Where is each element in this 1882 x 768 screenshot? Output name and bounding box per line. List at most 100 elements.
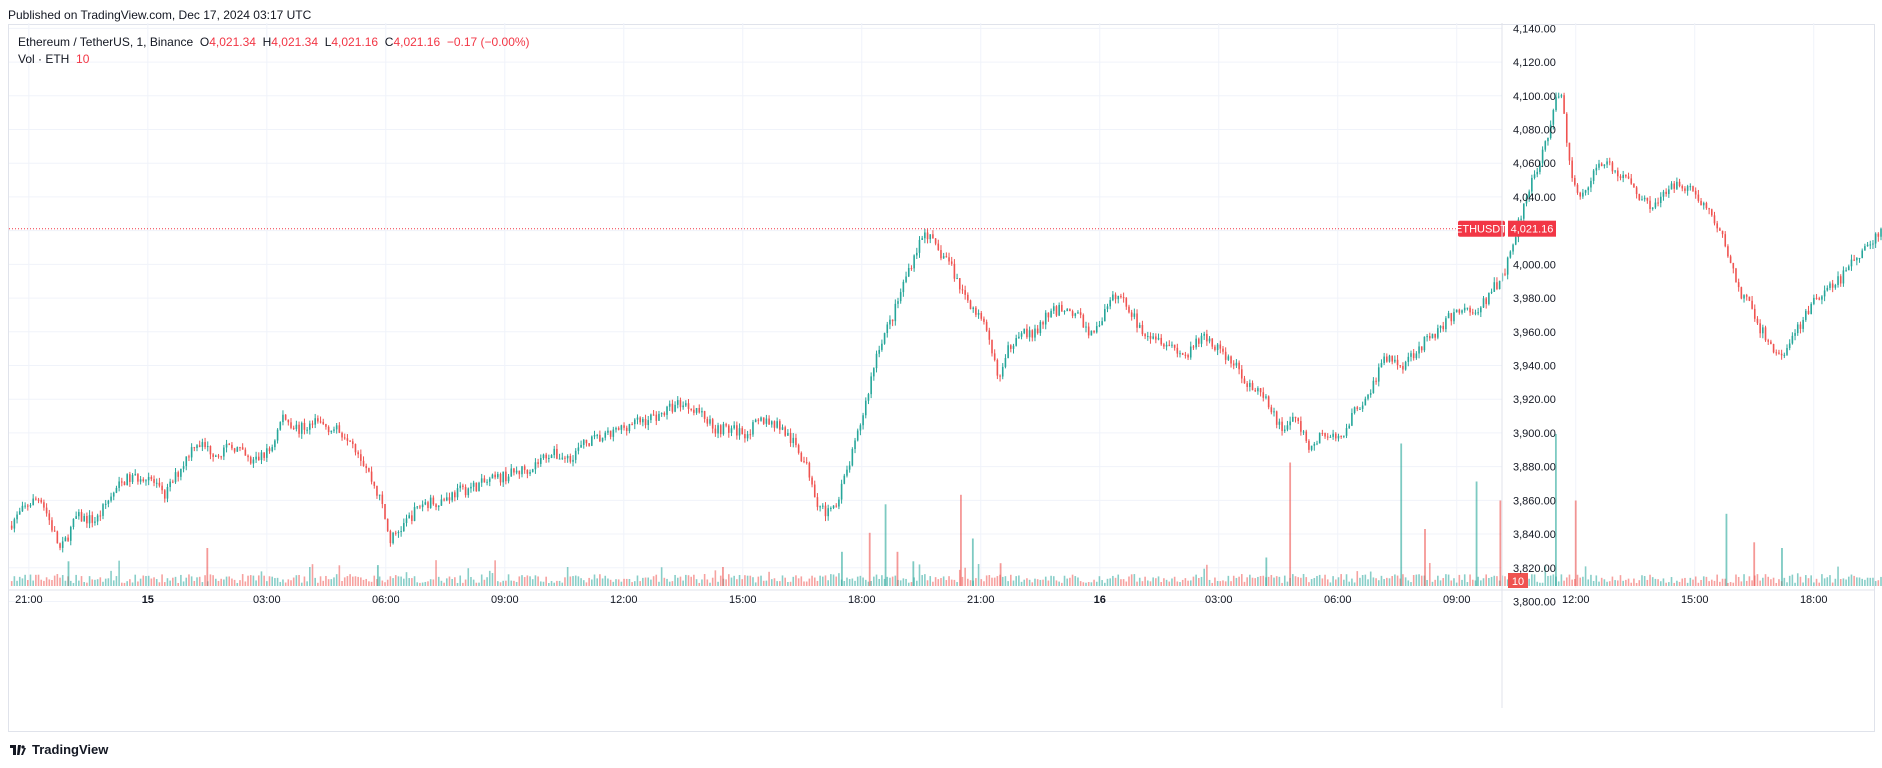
candle-body	[1622, 174, 1624, 178]
volume-bar	[1206, 564, 1208, 586]
candle-body	[695, 407, 698, 413]
volume-bar	[945, 580, 948, 586]
volume-bar	[1732, 582, 1735, 586]
volume-bar	[499, 582, 502, 586]
volume-bar	[1590, 574, 1592, 586]
volume-bar	[1743, 574, 1745, 586]
volume-bar	[1796, 573, 1799, 586]
candle-body	[1034, 328, 1036, 338]
volume-bar	[1050, 575, 1052, 586]
volume-bar	[765, 580, 768, 586]
volume-bar	[569, 576, 572, 586]
volume-bar	[1109, 578, 1111, 586]
candle-body	[631, 424, 633, 426]
tradingview-logo[interactable]: TradingView	[10, 742, 108, 757]
candle-body	[166, 487, 169, 499]
volume-bar	[1101, 580, 1103, 586]
candle-body	[897, 301, 899, 304]
volume-bar	[341, 581, 343, 586]
volume-bar	[676, 577, 679, 586]
candle-body	[1187, 354, 1189, 358]
volume-bar	[1711, 579, 1713, 586]
candle-body	[311, 423, 314, 425]
candle-body	[891, 319, 894, 322]
y-tick-label: 3,900.00	[1513, 428, 1556, 440]
volume-bar	[711, 577, 714, 586]
volume-bar	[1557, 581, 1560, 586]
candle-body	[1649, 200, 1651, 209]
candle-body	[1351, 413, 1353, 426]
volume-bar	[1149, 581, 1152, 586]
volume-bar	[1375, 578, 1377, 586]
chart-frame[interactable]	[8, 24, 1875, 732]
volume-bar	[1474, 580, 1477, 586]
candle-body	[824, 505, 827, 517]
candle-body	[1104, 309, 1106, 322]
candle-body	[1493, 282, 1496, 292]
candle-body	[1756, 318, 1759, 324]
volume-bar	[1697, 582, 1700, 586]
volume-bar	[429, 579, 432, 586]
volume-bar	[593, 574, 596, 586]
volume-label[interactable]: Vol · ETH	[18, 52, 70, 66]
volume-bar	[1001, 576, 1004, 586]
candle-body	[1171, 344, 1173, 346]
candle-body	[21, 505, 24, 512]
candle-body	[1294, 416, 1297, 419]
symbol-name[interactable]: Ethereum / TetherUS, 1, Binance	[18, 35, 194, 49]
candle-body	[13, 519, 16, 529]
volume-bar	[271, 576, 274, 586]
candle-body	[403, 523, 405, 532]
candle-body	[1721, 230, 1724, 235]
volume-bar	[1625, 579, 1627, 586]
high-value: 4,021.34	[271, 35, 319, 49]
candle-body	[502, 471, 504, 483]
candle-body	[1181, 353, 1184, 355]
candle-body	[53, 530, 56, 532]
candle-body	[625, 427, 628, 431]
volume-bar	[1437, 575, 1439, 586]
volume-bar	[1445, 574, 1447, 586]
candle-body	[950, 261, 953, 264]
candle-body	[1732, 262, 1735, 269]
candle-body	[1759, 323, 1761, 334]
volume-bar	[327, 579, 330, 586]
candle-body	[623, 425, 625, 428]
candle-body	[916, 252, 918, 256]
candle-body	[926, 232, 929, 240]
volume-bar	[929, 576, 932, 586]
chart-grid	[9, 23, 1815, 602]
candle-body	[48, 513, 51, 521]
volume-bar	[454, 577, 456, 586]
volume-bar	[1834, 578, 1837, 586]
candle-body	[607, 430, 609, 433]
candle-body	[1082, 314, 1085, 328]
candle-body	[676, 400, 679, 405]
candle-body	[609, 430, 612, 437]
candle-body	[153, 479, 155, 483]
volume-bar	[37, 574, 40, 586]
candle-body	[389, 530, 392, 544]
price-axis: 4,140.00 4,120.00 4,100.00 4,080.00 4,060.00…	[1501, 23, 1556, 708]
candle-body	[1259, 388, 1262, 393]
volume-bar	[1643, 576, 1646, 586]
volume-bar	[317, 582, 319, 586]
volume-bar	[1061, 582, 1063, 586]
candle-body	[1168, 344, 1171, 346]
candle-body	[679, 400, 682, 408]
symbol-tag-text: ETHUSDT	[1455, 224, 1507, 236]
candle-body	[1157, 337, 1160, 340]
candle-body	[260, 452, 263, 461]
volume-bar	[867, 581, 870, 586]
volume-bar	[346, 576, 349, 586]
candle-body	[781, 427, 784, 430]
volume-bar	[800, 576, 803, 586]
candle-body	[531, 469, 534, 473]
candle-body	[1090, 330, 1093, 336]
candle-body	[180, 468, 182, 477]
volume-bar	[733, 575, 735, 586]
volume-bar	[1845, 579, 1847, 586]
chart-legend: Ethereum / TetherUS, 1, Binance O4,021.3…	[18, 34, 530, 68]
volume-spike	[376, 565, 379, 586]
